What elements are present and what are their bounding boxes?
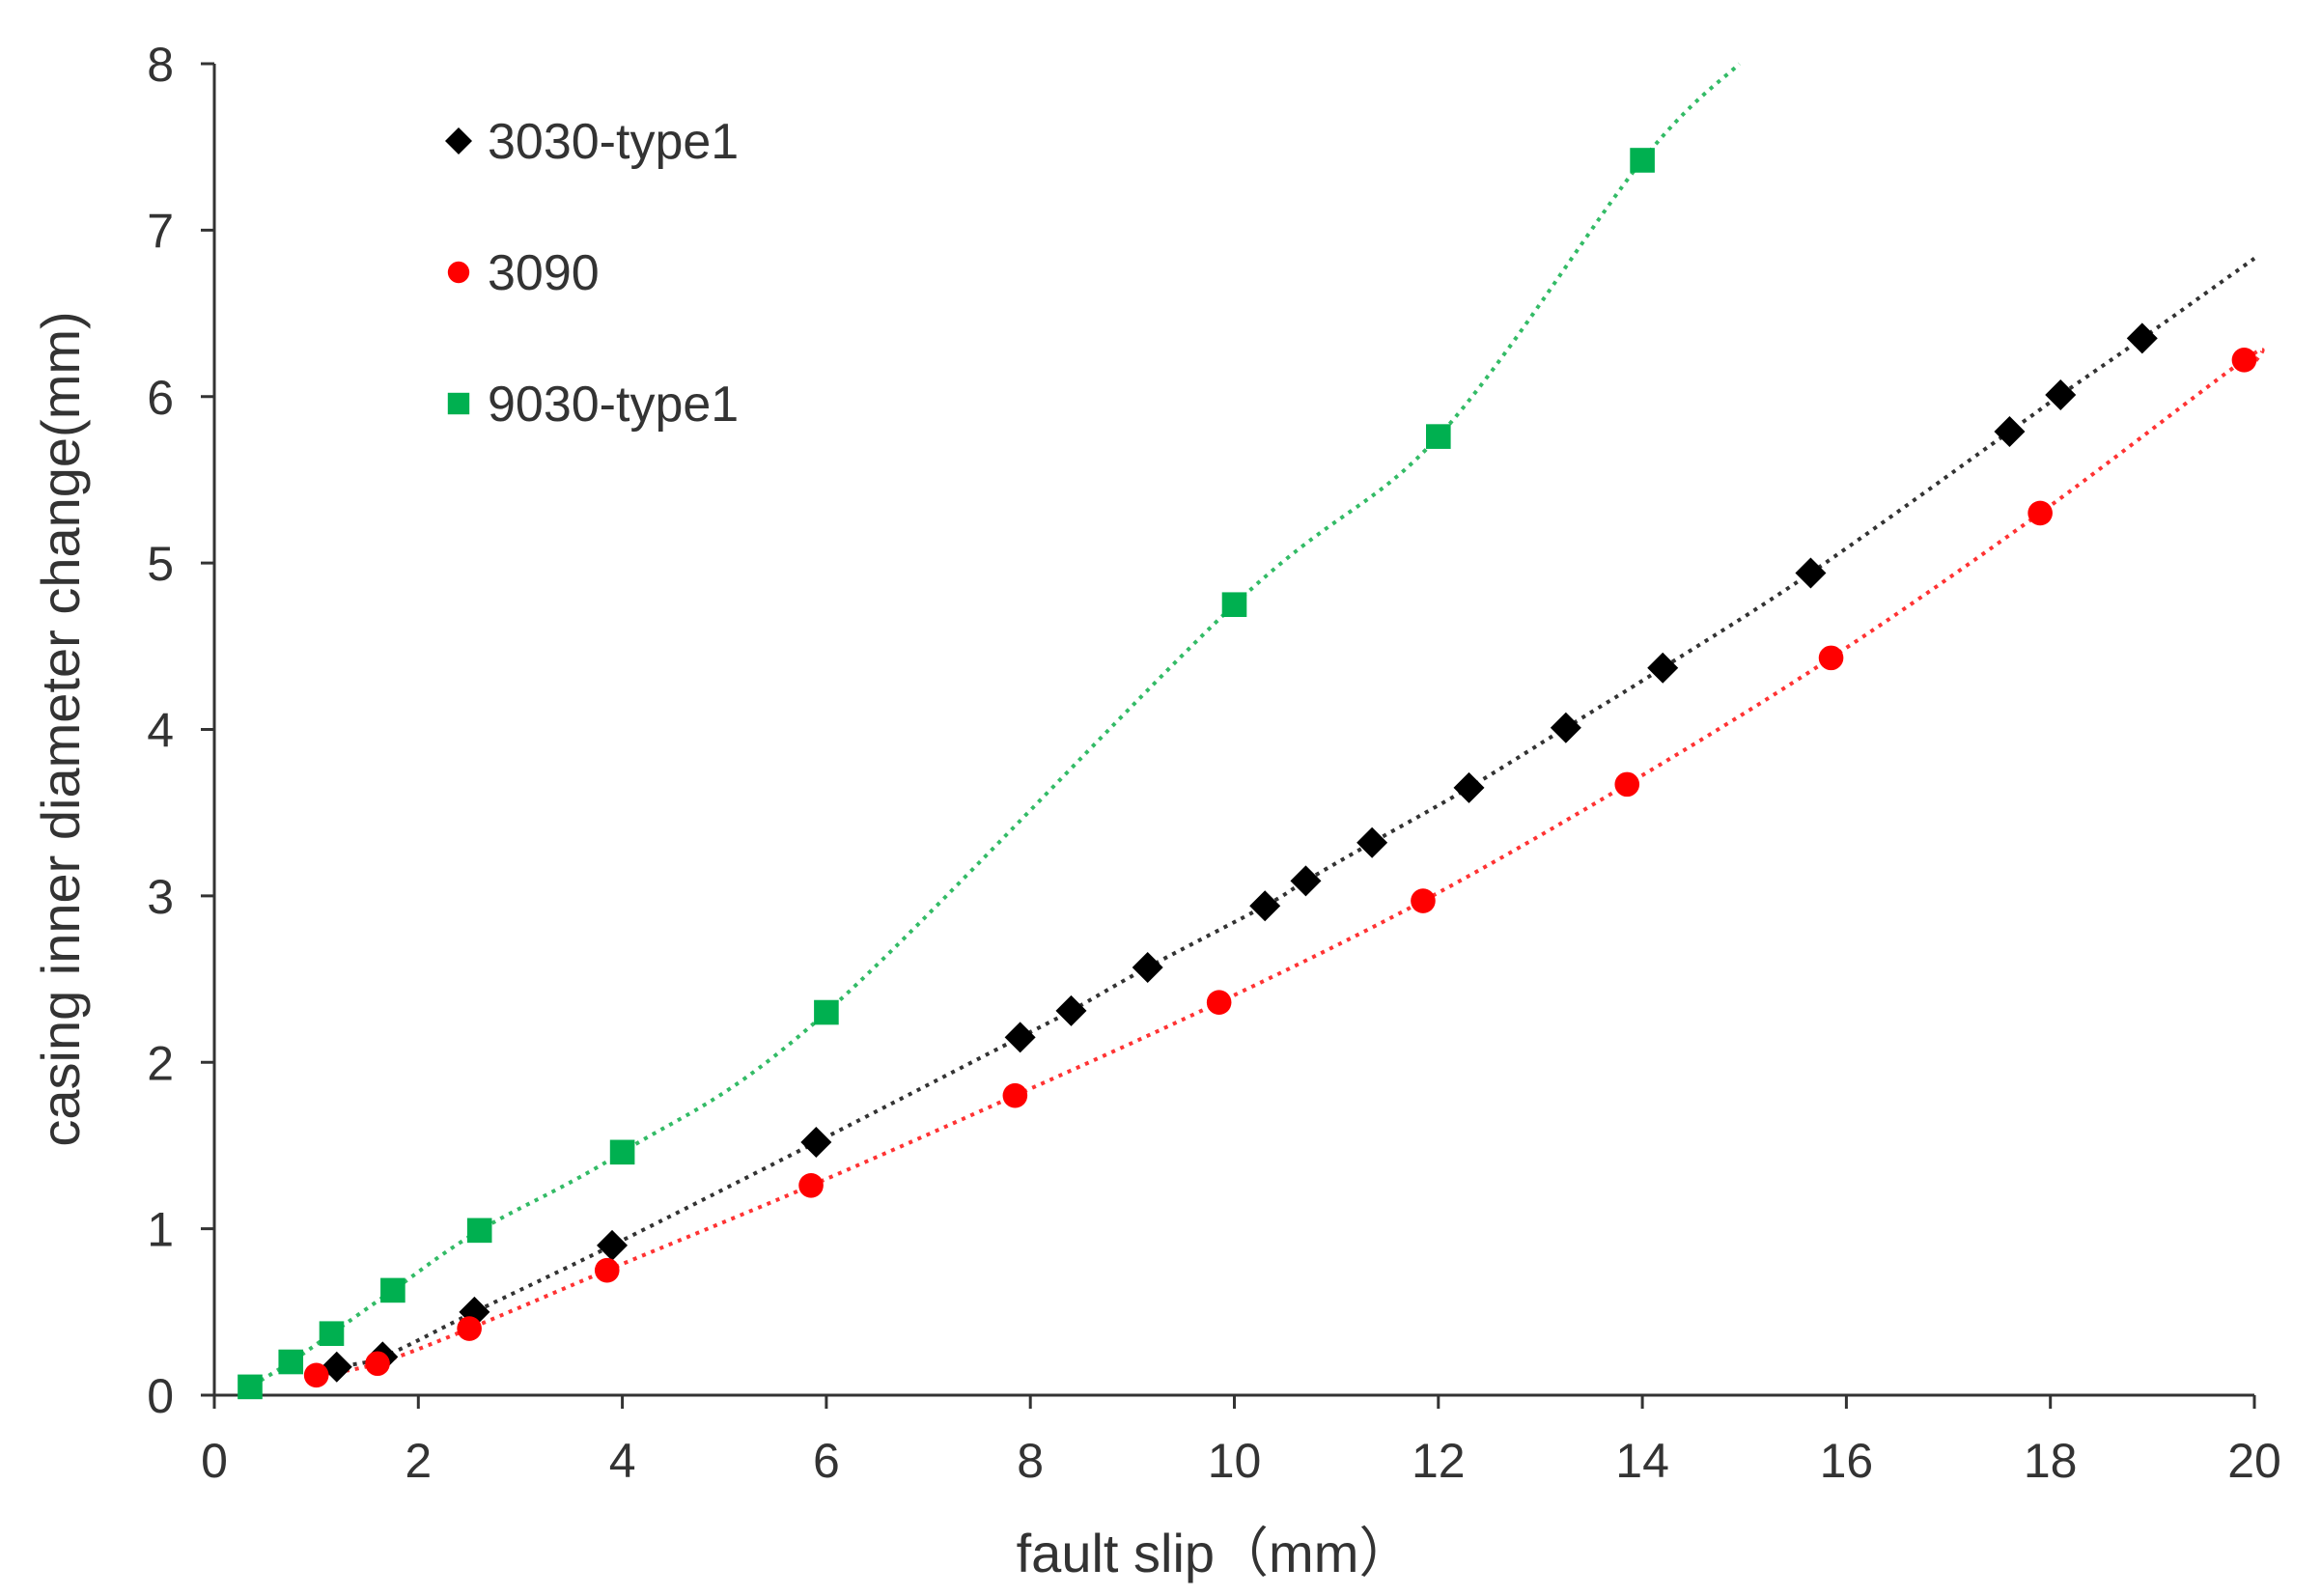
data-point-3090 xyxy=(1002,1082,1028,1108)
data-point-3030-type1 xyxy=(1290,865,1322,897)
x-tick-label: 12 xyxy=(1412,1434,1466,1488)
data-point-3030-type1 xyxy=(1647,652,1679,684)
x-tick-label: 14 xyxy=(1615,1434,1669,1488)
legend: 3030-type1 3090 9030-type1 xyxy=(445,114,739,433)
data-point-3030-type1 xyxy=(2045,379,2077,411)
data-point-9030-type1 xyxy=(466,1218,492,1244)
data-point-3090 xyxy=(1411,888,1436,913)
trendline-3090 xyxy=(310,348,2265,1379)
x-tick-label: 10 xyxy=(1208,1434,1262,1488)
x-axis-title: fault slip（mm） xyxy=(1017,1523,1413,1583)
data-point-3090 xyxy=(365,1351,390,1377)
x-tick-label: 20 xyxy=(2227,1434,2281,1488)
x-tick-label: 4 xyxy=(609,1434,636,1488)
x-tick-label: 8 xyxy=(1017,1434,1044,1488)
y-tick-label: 8 xyxy=(147,38,174,92)
data-point-9030-type1 xyxy=(278,1349,304,1375)
data-point-3090 xyxy=(798,1173,824,1198)
data-point-9030-type1 xyxy=(609,1139,635,1165)
legend-marker-3030-type1 xyxy=(445,127,472,154)
legend-marker-9030-type1 xyxy=(447,392,470,415)
data-point-3090 xyxy=(457,1316,482,1341)
trendline-3030-type1 xyxy=(315,257,2256,1378)
data-point-3030-type1 xyxy=(1055,994,1087,1026)
data-point-3090 xyxy=(303,1362,329,1388)
y-axis-title: casing inner diameter change(mm) xyxy=(30,311,91,1146)
y-tick-label: 2 xyxy=(147,1036,174,1090)
data-point-9030-type1 xyxy=(380,1277,405,1303)
legend-label-9030-type1: 9030-type1 xyxy=(488,377,739,433)
data-point-3030-type1 xyxy=(1004,1022,1036,1053)
data-point-9030-type1 xyxy=(1426,424,1451,449)
data-point-3090 xyxy=(1206,990,1232,1015)
data-point-3090 xyxy=(1614,771,1640,798)
data-point-3030-type1 xyxy=(597,1229,629,1261)
y-tick-label: 7 xyxy=(147,204,174,258)
data-point-3090 xyxy=(2027,500,2053,526)
data-point-3090 xyxy=(1818,645,1844,671)
data-point-9030-type1 xyxy=(814,999,839,1025)
data-point-3030-type1 xyxy=(1356,826,1388,858)
x-tick-label: 18 xyxy=(2024,1434,2078,1488)
y-tick-label: 6 xyxy=(147,371,174,425)
data-point-3030-type1 xyxy=(800,1126,832,1158)
y-tick-label: 5 xyxy=(147,537,174,591)
trendline-9030-type1 xyxy=(244,62,1741,1391)
x-tick-label: 16 xyxy=(1820,1434,1874,1488)
y-tick-label: 3 xyxy=(147,870,174,924)
x-tick-label: 2 xyxy=(405,1434,432,1488)
legend-label-3090: 3090 xyxy=(488,245,600,301)
data-point-3030-type1 xyxy=(321,1351,352,1383)
data-point-9030-type1 xyxy=(1630,148,1655,173)
x-tick-label: 0 xyxy=(201,1434,228,1488)
data-point-9030-type1 xyxy=(319,1321,345,1347)
legend-label-3030-type1: 3030-type1 xyxy=(488,114,739,170)
data-point-3030-type1 xyxy=(1550,712,1581,743)
data-point-3030-type1 xyxy=(1994,415,2026,447)
data-point-3090 xyxy=(2231,348,2257,373)
data-points xyxy=(238,148,2257,1400)
data-point-3090 xyxy=(594,1257,620,1283)
data-point-9030-type1 xyxy=(238,1374,263,1400)
x-tick-label: 6 xyxy=(813,1434,840,1488)
y-tick-label: 1 xyxy=(147,1203,174,1257)
data-point-3030-type1 xyxy=(1132,951,1163,983)
data-point-9030-type1 xyxy=(1221,592,1247,618)
data-point-3030-type1 xyxy=(2126,322,2158,354)
data-point-3030-type1 xyxy=(1795,557,1827,589)
y-tick-label: 0 xyxy=(147,1369,174,1423)
legend-marker-3090 xyxy=(447,261,470,284)
data-point-3030-type1 xyxy=(1249,890,1281,922)
y-tick-label: 4 xyxy=(147,704,174,758)
data-point-3030-type1 xyxy=(1453,771,1485,803)
